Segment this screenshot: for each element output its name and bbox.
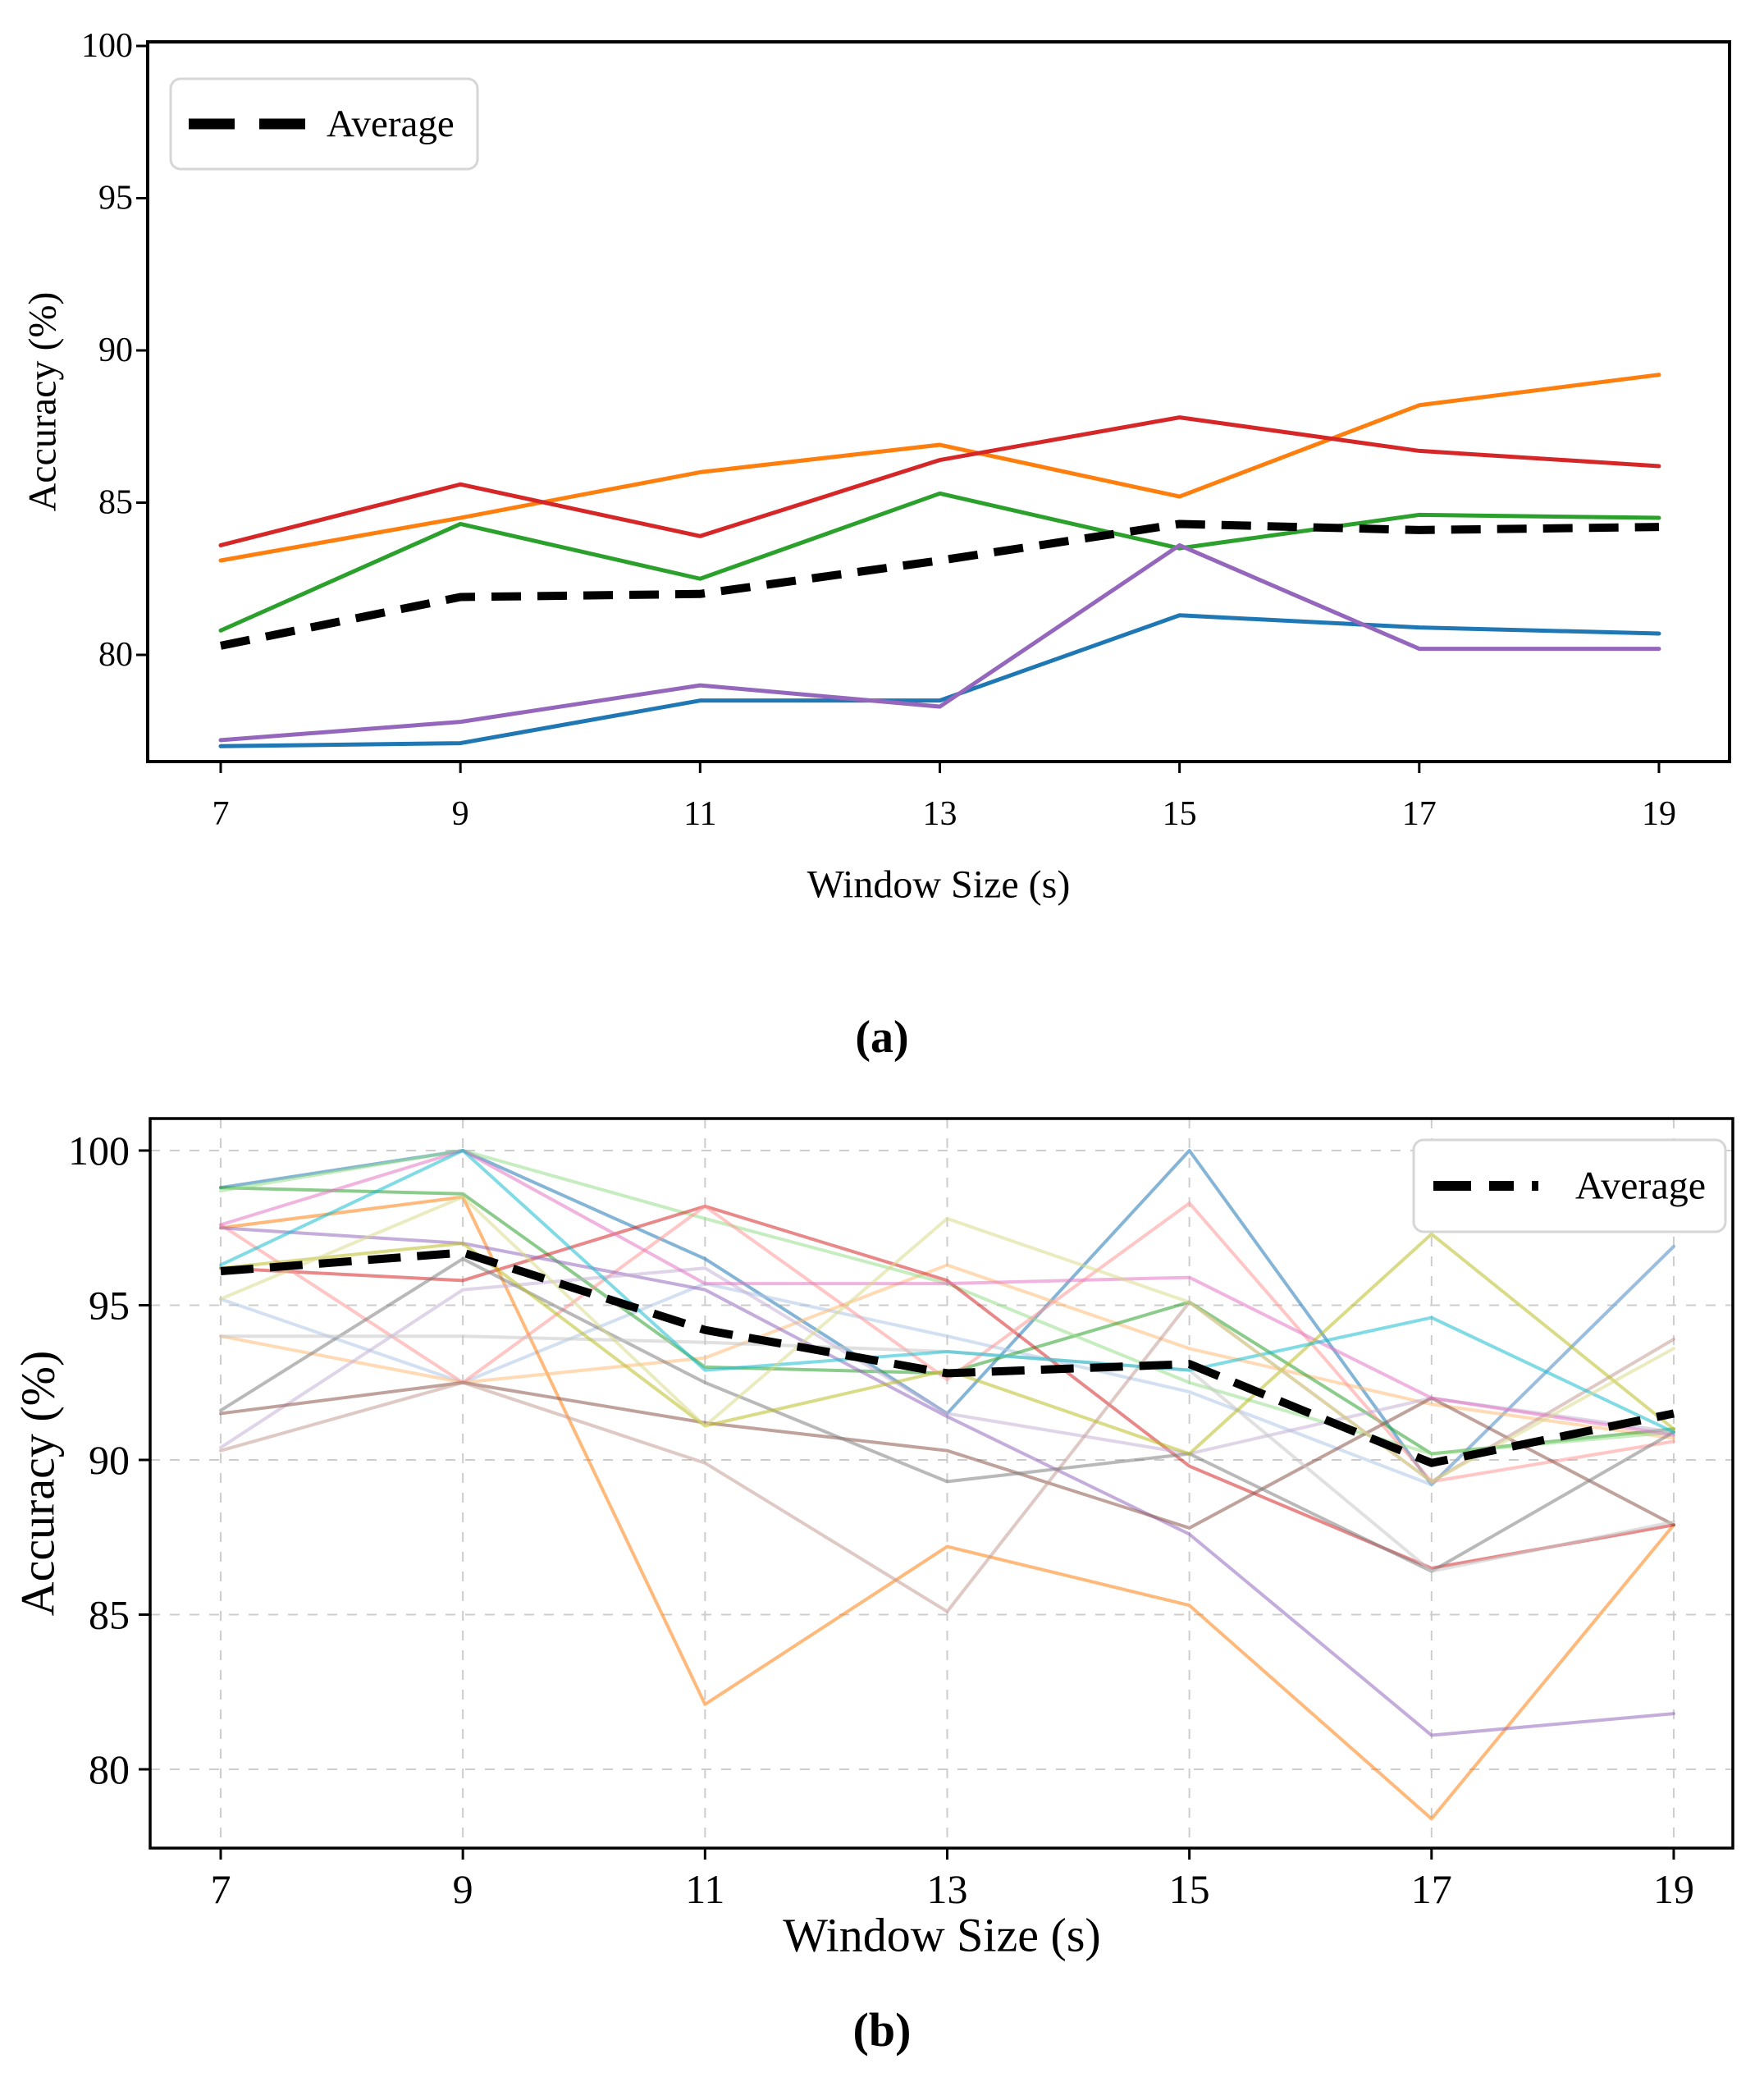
x-tick-label: 17 [1411,1866,1452,1912]
x-tick-label: 17 [1402,795,1437,833]
y-tick-label: 85 [89,1592,130,1638]
x-axis-label: Window Size (s) [783,1909,1100,1962]
series-line-3 [218,491,1661,633]
legend: Average [1412,1138,1727,1233]
y-tick-label: 80 [89,1746,130,1792]
y-tick-label: 100 [68,1128,130,1174]
legend-box [1412,1138,1727,1233]
y-axis-label: Accuracy (%) [21,292,65,512]
series-line-2 [218,373,1661,563]
x-tick-label: 15 [1163,795,1197,833]
x-tick-label: 9 [453,1866,473,1912]
average-line [220,1248,1675,1467]
x-tick-label: 13 [922,795,957,833]
series-line-5 [218,542,1661,743]
x-tick-label: 7 [213,795,230,833]
average-line [220,519,1660,650]
x-axis-label: Window Size (s) [807,863,1071,907]
y-tick-label: 95 [98,180,133,217]
line-chart-panel-b: 7 9 11 13 15 17 19 80 85 90 95 100 Window Size (s) Ac… [11,1117,1734,1962]
series-line-18 [219,1195,1675,1484]
legend-box [169,77,479,171]
axes-box [149,1117,1734,1850]
x-tick-label: 19 [1653,1866,1694,1912]
x-tick-label: 9 [452,795,469,833]
caption-b: (b) [852,2003,912,2057]
x-tick-label: 11 [683,795,716,833]
x-tick-label: 13 [926,1866,967,1912]
y-tick-label: 100 [81,27,133,65]
y-tick-label: 90 [89,1437,130,1483]
line-chart-panel-a: 7 9 11 13 15 17 19 80 85 90 95 100 Window Size (s) Ac… [21,27,1731,907]
series-group [218,373,1661,748]
series-line-7 [219,1204,1675,1570]
x-tick-label: 11 [685,1866,724,1912]
gridlines [150,1119,1733,1848]
x-tick-label: 15 [1169,1866,1210,1912]
legend-label: Average [327,103,455,145]
x-tick-label: 19 [1642,795,1676,833]
series-line-1 [218,613,1661,748]
y-tick-label: 85 [98,484,133,522]
series-line-17 [219,1149,1675,1434]
y-tick-label: 80 [98,636,133,674]
x-tick-label: 7 [211,1866,231,1912]
series-line-4 [218,415,1661,547]
y-tick-label: 90 [98,332,133,369]
series-line-3 [219,1195,1675,1821]
y-tick-label: 95 [89,1283,130,1329]
legend-label: Average [1575,1164,1706,1208]
legend: Average [169,77,479,171]
caption-a: (a) [855,1012,909,1063]
y-axis-label: Accuracy (%) [11,1351,65,1617]
